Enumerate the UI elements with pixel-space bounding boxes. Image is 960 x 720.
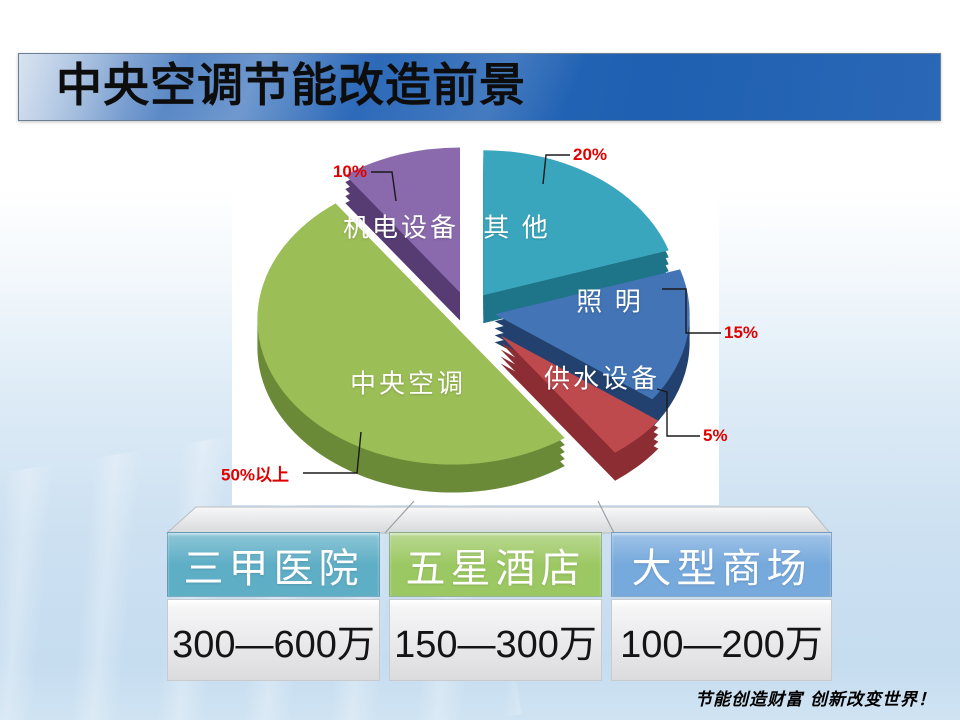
table-value-cell-0: 300—600万 xyxy=(167,599,380,681)
table-value-cell-1: 150—300万 xyxy=(389,599,602,681)
table-3d-lid xyxy=(165,500,832,534)
table-header-cell-0: 三甲医院 xyxy=(167,532,380,597)
pie-callout-value-1: 15% xyxy=(724,323,759,342)
page-title: 中央空调节能改造前景 xyxy=(56,60,526,111)
table-header-cell-2: 大型商场 xyxy=(611,532,832,597)
title-banner: 中央空调节能改造前景 xyxy=(18,53,941,121)
table-header-cell-1: 五星酒店 xyxy=(389,532,602,597)
slogan-text: 节能创造财富 创新改变世界！ xyxy=(695,690,936,710)
pie-chart-background xyxy=(232,130,719,505)
table-value-cell-2: 100—200万 xyxy=(611,599,832,681)
